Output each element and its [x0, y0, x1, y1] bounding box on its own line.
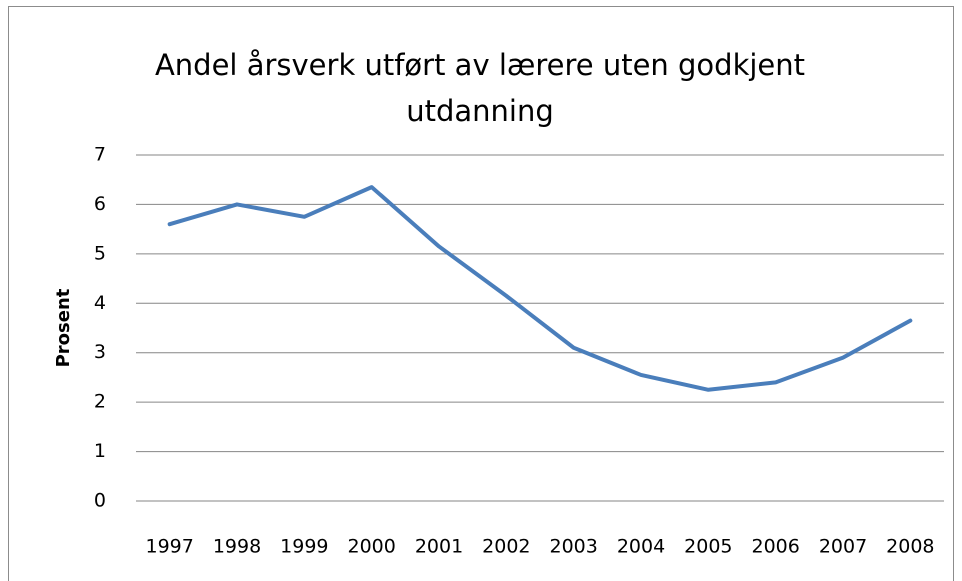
- x-tick-label: 2007: [819, 536, 867, 558]
- y-tick-label: 3: [94, 341, 106, 363]
- chart-frame: [8, 6, 954, 581]
- y-tick-label: 6: [94, 193, 106, 215]
- y-tick-label: 1: [94, 440, 106, 462]
- x-tick-label: 1998: [213, 536, 261, 558]
- y-tick-label: 4: [94, 292, 106, 314]
- y-tick-label: 5: [94, 242, 106, 264]
- x-tick-label: 2000: [347, 536, 395, 558]
- y-axis-label: Prosent: [53, 288, 74, 367]
- x-tick-label: 2004: [617, 536, 665, 558]
- x-tick-label: 1997: [145, 536, 193, 558]
- x-tick-label: 2002: [482, 536, 530, 558]
- x-tick-label: 2001: [415, 536, 463, 558]
- x-tick-label: 2003: [549, 536, 597, 558]
- x-tick-label: 1999: [280, 536, 328, 558]
- y-tick-label: 2: [94, 391, 106, 413]
- y-tick-label: 7: [94, 144, 106, 166]
- data-line: [167, 185, 913, 392]
- y-tick-label: 0: [94, 490, 106, 512]
- x-tick-label: 2008: [886, 536, 934, 558]
- x-tick-label: 2006: [751, 536, 799, 558]
- x-tick-label: 2005: [684, 536, 732, 558]
- chart-title: Andel årsverk utført av lærere uten godk…: [154, 48, 806, 128]
